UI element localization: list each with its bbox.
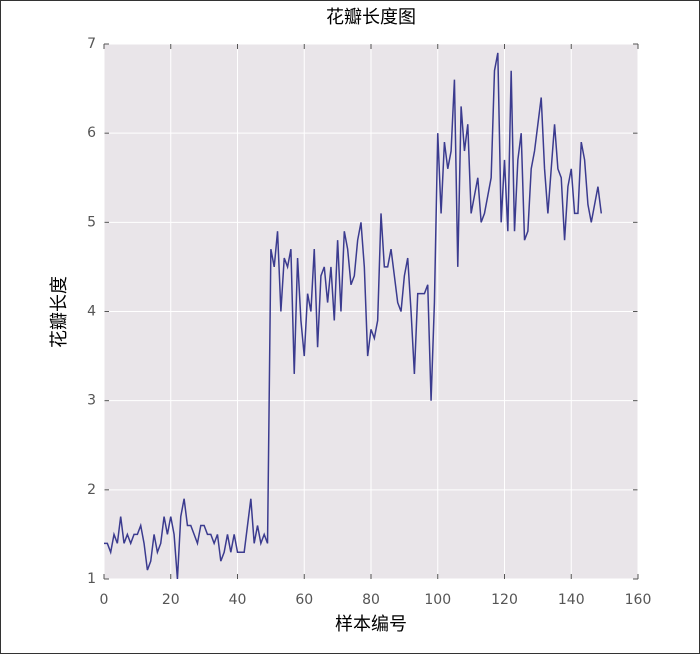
data-line (104, 52, 603, 580)
y-tick-label: 1 (87, 571, 96, 587)
y-tick-label: 6 (87, 125, 96, 141)
y-tick-label: 7 (87, 36, 96, 52)
y-tick-label: 5 (87, 214, 96, 230)
y-tick-label: 3 (87, 393, 96, 409)
x-tick-label: 140 (558, 592, 585, 608)
x-tick-label: 120 (491, 592, 518, 608)
y-axis-label: 花瓣长度 (49, 276, 69, 348)
x-tick-label: 160 (625, 592, 652, 608)
y-tick-label: 2 (87, 482, 96, 498)
x-tick-label: 60 (295, 592, 313, 608)
x-tick-label: 40 (229, 592, 247, 608)
x-tick-label: 80 (362, 592, 380, 608)
y-tick-label: 4 (87, 304, 96, 320)
x-tick-label: 100 (424, 592, 451, 608)
chart-title: 花瓣长度图 (326, 7, 416, 27)
x-tick-label: 0 (100, 592, 109, 608)
x-axis-label: 样本编号 (335, 614, 407, 634)
x-tick-label: 20 (162, 592, 180, 608)
